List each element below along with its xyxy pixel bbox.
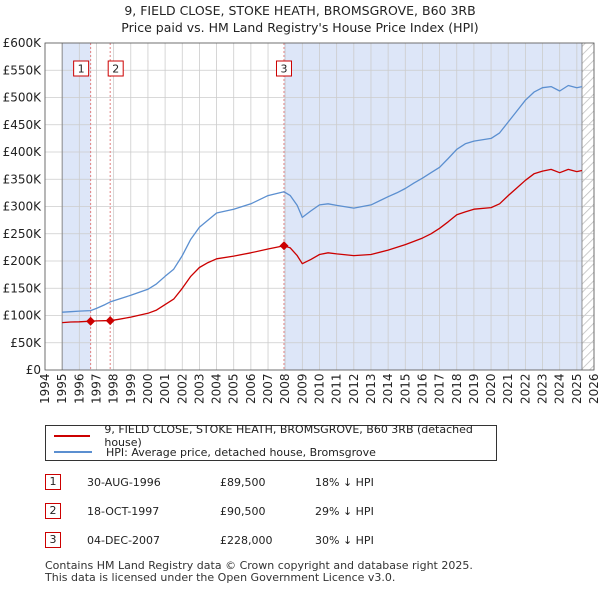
y-tick-label: £450K: [3, 118, 43, 132]
legend-label-property: 9, FIELD CLOSE, STOKE HEATH, BROMSGROVE,…: [104, 423, 473, 449]
legend-swatch-blue: [54, 451, 92, 453]
sale-point: [279, 241, 289, 251]
chart-title-line1: 9, FIELD CLOSE, STOKE HEATH, BROMSGROVE,…: [124, 3, 476, 18]
sale-hpi-diff: 29% ↓ HPI: [315, 505, 374, 518]
x-tick-label: 2026: [587, 373, 600, 404]
x-tick-label: 2011: [330, 373, 344, 404]
sale-badge-box: [73, 60, 90, 77]
sale-badge-label: 2: [112, 63, 119, 76]
x-tick-label: 2023: [536, 373, 550, 404]
x-tick-label: 2000: [141, 373, 155, 404]
sale-badge-box: [107, 60, 124, 77]
y-tick-label: £0: [26, 363, 41, 377]
sale-badge-box: [275, 60, 292, 77]
x-tick-label: 2010: [313, 373, 327, 404]
x-tick-label: 2002: [175, 373, 189, 404]
sale-hpi-diff: 30% ↓ HPI: [315, 534, 374, 547]
x-tick-label: 1999: [124, 373, 138, 404]
sales-table: 1 30-AUG-1996 £89,500 18% ↓ HPI 2 18-OCT…: [45, 472, 475, 559]
sale-badge-label: 3: [280, 63, 287, 76]
y-tick-label: £200K: [3, 254, 43, 268]
legend-item-hpi: HPI: Average price, detached house, Brom…: [54, 444, 376, 460]
sale-row: 3 04-DEC-2007 £228,000 30% ↓ HPI: [45, 530, 475, 559]
chart-title: 9, FIELD CLOSE, STOKE HEATH, BROMSGROVE,…: [0, 2, 600, 36]
sale-number-badge: 2: [45, 503, 61, 519]
sale-row: 1 30-AUG-1996 £89,500 18% ↓ HPI: [45, 472, 475, 501]
sale-point: [105, 316, 115, 326]
footer-attribution: Contains HM Land Registry data © Crown c…: [45, 560, 473, 584]
sale-hpi-diff: 18% ↓ HPI: [315, 476, 374, 489]
y-tick-label: £250K: [3, 227, 43, 241]
x-tick-label: 2009: [295, 373, 309, 404]
x-tick-label: 2012: [347, 373, 361, 404]
x-tick-label: 2024: [553, 373, 567, 404]
sale-price: £89,500: [220, 476, 266, 489]
y-tick-label: £400K: [3, 145, 43, 159]
x-tick-label: 2004: [210, 373, 224, 404]
x-tick-label: 2017: [433, 373, 447, 404]
sale-date: 18-OCT-1997: [87, 505, 160, 518]
footer-line1: Contains HM Land Registry data © Crown c…: [45, 559, 473, 572]
y-tick-label: £100K: [3, 309, 43, 323]
x-tick-label: 2021: [501, 373, 515, 404]
sale-row: 2 18-OCT-1997 £90,500 29% ↓ HPI: [45, 501, 475, 530]
x-tick-label: 2006: [244, 373, 258, 404]
legend-item-property: 9, FIELD CLOSE, STOKE HEATH, BROMSGROVE,…: [54, 423, 496, 449]
sale-date: 04-DEC-2007: [87, 534, 161, 547]
sale-number-badge: 1: [45, 474, 61, 490]
x-tick-label: 2014: [381, 373, 395, 404]
y-tick-label: £150K: [3, 281, 43, 295]
legend-label-hpi: HPI: Average price, detached house, Brom…: [106, 445, 376, 459]
sale-number-badge: 3: [45, 532, 61, 548]
x-tick-label: 1998: [107, 373, 121, 404]
y-tick-label: £600K: [3, 36, 43, 50]
y-tick-label: £300K: [3, 200, 43, 214]
chart-title-line2: Price paid vs. HM Land Registry's House …: [121, 20, 479, 35]
y-tick-label: £350K: [3, 172, 43, 186]
x-tick-label: 2018: [450, 373, 464, 404]
property-price-line: [62, 168, 583, 324]
sale-price: £228,000: [220, 534, 273, 547]
y-tick-label: £500K: [3, 91, 43, 105]
x-tick-label: 2001: [158, 373, 172, 404]
x-tick-label: 1995: [55, 373, 69, 404]
x-tick-label: 2008: [278, 373, 292, 404]
x-tick-label: 2015: [398, 373, 412, 404]
x-tick-label: 2013: [364, 373, 378, 404]
x-tick-label: 1994: [38, 373, 52, 404]
hpi-line: [62, 84, 583, 313]
chart-legend: 9, FIELD CLOSE, STOKE HEATH, BROMSGROVE,…: [45, 423, 497, 461]
legend-swatch-red: [54, 435, 91, 437]
sale-point: [86, 316, 96, 326]
footer-line2: This data is licensed under the Open Gov…: [45, 571, 396, 584]
y-tick-label: £50K: [10, 336, 42, 350]
price-chart: £0 £50K £100K £150K £200K £250K £300K £350K £400…: [3, 36, 600, 404]
sale-date: 30-AUG-1996: [87, 476, 161, 489]
plot-frame: [44, 42, 595, 371]
x-tick-label: 2005: [227, 373, 241, 404]
x-tick-label: 2016: [415, 373, 429, 404]
y-tick-label: £550K: [3, 63, 43, 77]
x-tick-label: 2022: [518, 373, 532, 404]
x-tick-label: 2007: [261, 373, 275, 404]
x-tick-label: 2003: [192, 373, 206, 404]
x-tick-label: 1997: [89, 373, 103, 404]
x-tick-label: 2025: [570, 373, 584, 404]
sale-badge-label: 1: [78, 63, 85, 76]
x-tick-label: 2019: [467, 373, 481, 404]
x-tick-label: 2020: [484, 373, 498, 404]
sale-price: £90,500: [220, 505, 266, 518]
x-tick-label: 1996: [72, 373, 86, 404]
